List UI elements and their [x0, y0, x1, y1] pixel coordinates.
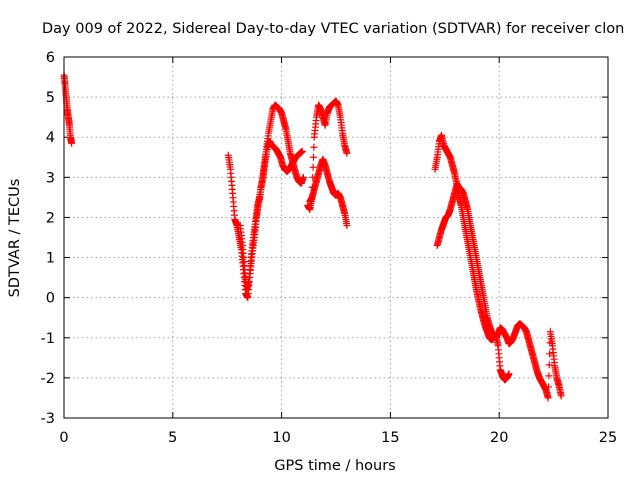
x-tick-label: 25	[599, 430, 617, 446]
data-point	[545, 361, 553, 369]
data-point	[298, 147, 306, 155]
y-tick-label: -3	[41, 411, 55, 427]
data-point	[299, 173, 307, 181]
plot-frame	[63, 56, 609, 419]
data-point	[505, 370, 513, 378]
y-tick-label: 3	[46, 170, 55, 186]
y-tick-label: -1	[41, 331, 55, 347]
y-tick-label: 0	[46, 291, 55, 307]
x-tick-label: 5	[168, 430, 177, 446]
x-axis-label: GPS time / hours	[274, 458, 395, 474]
data-point	[310, 153, 318, 161]
y-axis-label: SDTVAR / TECUs	[7, 179, 23, 298]
y-tick-label: 5	[46, 90, 55, 106]
data-point	[68, 139, 76, 147]
data-point	[545, 372, 553, 380]
y-tick-label: 1	[46, 251, 55, 267]
data-point	[343, 149, 351, 157]
y-tick-label: -2	[41, 371, 55, 387]
x-tick-label: 10	[272, 430, 290, 446]
x-tick-label: 20	[490, 430, 508, 446]
data-points	[60, 71, 565, 402]
x-tick-labels: 0 5 10 15 20 25	[59, 430, 617, 446]
y-tick-labels: 6 5 4 3 2 1 0 -1 -2 -3	[41, 50, 55, 427]
y-tick-label: 4	[46, 130, 55, 146]
x-tick-label: 15	[381, 430, 399, 446]
x-tick-label: 0	[59, 430, 68, 446]
grid	[64, 57, 608, 418]
data-point	[557, 392, 565, 400]
data-point	[544, 394, 552, 402]
chart-title: Day 009 of 2022, Sidereal Day-to-day VTE…	[42, 21, 624, 37]
y-tick-label: 2	[46, 210, 55, 226]
y-tick-label: 6	[46, 50, 55, 66]
data-point	[343, 221, 351, 229]
data-point	[310, 143, 318, 151]
data-point	[309, 163, 317, 171]
data-point	[546, 350, 554, 358]
data-point	[545, 383, 553, 391]
